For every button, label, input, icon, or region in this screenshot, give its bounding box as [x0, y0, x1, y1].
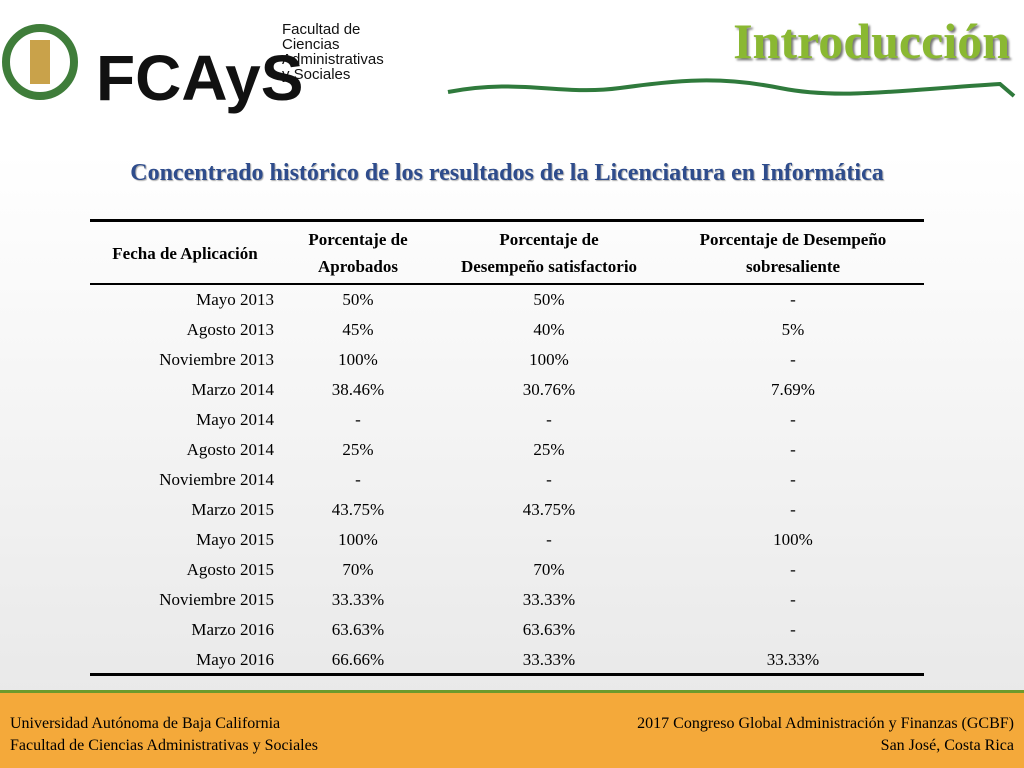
table-cell: 100% — [773, 530, 813, 549]
table-cell: - — [790, 440, 796, 459]
table-cell: 50% — [533, 290, 565, 309]
table-cell: Marzo 2014 — [191, 380, 274, 399]
table-cell: - — [546, 470, 552, 489]
table-cell: - — [546, 530, 552, 549]
table-cell: Mayo 2014 — [196, 410, 274, 429]
column-header: Fecha de Aplicación — [90, 240, 280, 267]
wave-line — [447, 78, 1016, 98]
table-cell: Mayo 2016 — [196, 650, 274, 669]
table-cell: Agosto 2014 — [186, 440, 274, 459]
table-cell: Agosto 2013 — [186, 320, 274, 339]
table-cell: 100% — [338, 530, 378, 549]
table-cell: 38.46% — [331, 380, 385, 399]
header-line: Porcentaje de — [499, 230, 599, 249]
column-header: Porcentaje de Desempeño sobresaliente — [667, 226, 919, 280]
table-cell: 33.33% — [522, 650, 576, 669]
table-cell: 43.75% — [522, 500, 576, 519]
subtitle: Concentrado histórico de los resultados … — [130, 160, 884, 186]
header-graphics: FCAyS — [2, 24, 1016, 114]
logo-line: Administrativas — [282, 51, 384, 68]
logo-line: Ciencias — [282, 36, 340, 53]
table-cell: Mayo 2013 — [196, 290, 274, 309]
table-cell: 45% — [342, 320, 374, 339]
logo-line: Facultad de — [282, 21, 361, 38]
footer-left: Universidad Autónoma de Baja California F… — [10, 713, 318, 757]
logo-line: y Sociales — [282, 66, 351, 83]
header-line: Aprobados — [318, 257, 398, 276]
table-rule — [90, 673, 924, 676]
table-cell: 40% — [533, 320, 565, 339]
header-line: Porcentaje de Desempeño — [699, 230, 887, 249]
table-cell: Agosto 2015 — [186, 560, 274, 579]
header-line: Fecha de Aplicación — [112, 244, 258, 263]
table-cell: 25% — [533, 440, 565, 459]
table-cell: 33.33% — [522, 590, 576, 609]
table-cell: 5% — [781, 320, 805, 339]
table-cell: Noviembre 2015 — [159, 590, 274, 609]
table-cell: Noviembre 2013 — [159, 350, 274, 369]
table-cell: - — [790, 470, 796, 489]
slide-title: Introducción — [733, 13, 1010, 69]
table-cell: 66.66% — [331, 650, 385, 669]
footer-text: San José, Costa Rica — [880, 737, 1014, 754]
table-cell: 63.63% — [331, 620, 385, 639]
footer-text: 2017 Congreso Global Administración y Fi… — [637, 715, 1014, 732]
table-cell: 30.76% — [522, 380, 576, 399]
logo-name: Facultad de Ciencias Administrativas y Soci… — [282, 22, 384, 82]
footer-text: Facultad de Ciencias Administrativas y S… — [10, 737, 318, 754]
table-cell: - — [790, 290, 796, 309]
table-cell: - — [790, 620, 796, 639]
table-cell: - — [790, 410, 796, 429]
table-cell: Noviembre 2014 — [159, 470, 274, 489]
table-cell: Mayo 2015 — [196, 530, 274, 549]
table-rule — [90, 219, 924, 222]
table-cell: 70% — [342, 560, 374, 579]
table-cell: 50% — [342, 290, 374, 309]
table-cell: Marzo 2015 — [191, 500, 274, 519]
footer: Universidad Autónoma de Baja California F… — [0, 690, 1024, 768]
table-cell: 25% — [342, 440, 374, 459]
table-cell: 70% — [533, 560, 565, 579]
table-cell: 7.69% — [771, 380, 815, 399]
seal-figure — [30, 40, 50, 84]
table-cell: - — [790, 350, 796, 369]
logo-acronym: FCAyS — [96, 42, 303, 114]
table-cell: 100% — [338, 350, 378, 369]
table-rule — [90, 283, 924, 285]
header-line: sobresaliente — [745, 257, 841, 276]
table-cell: Marzo 2016 — [191, 620, 274, 639]
footer-text: Universidad Autónoma de Baja California — [10, 715, 281, 732]
table-cell: 63.63% — [522, 620, 576, 639]
table-cell: 33.33% — [331, 590, 385, 609]
table-cell: - — [790, 590, 796, 609]
table-cell: - — [790, 500, 796, 519]
table-cell: 33.33% — [766, 650, 820, 669]
column-header: Porcentaje de Aprobados — [285, 226, 431, 280]
table-cell: - — [790, 560, 796, 579]
header-line: Desempeño satisfactorio — [460, 257, 638, 276]
table-cell: 100% — [529, 350, 569, 369]
table-cell: - — [546, 410, 552, 429]
header-line: Porcentaje de — [308, 230, 408, 249]
table-cell: - — [355, 470, 361, 489]
table-cell: - — [355, 410, 361, 429]
footer-right: 2017 Congreso Global Administración y Fi… — [637, 713, 1014, 757]
table-cell: 43.75% — [331, 500, 385, 519]
column-header: Porcentaje de Desempeño satisfactorio — [431, 226, 667, 280]
